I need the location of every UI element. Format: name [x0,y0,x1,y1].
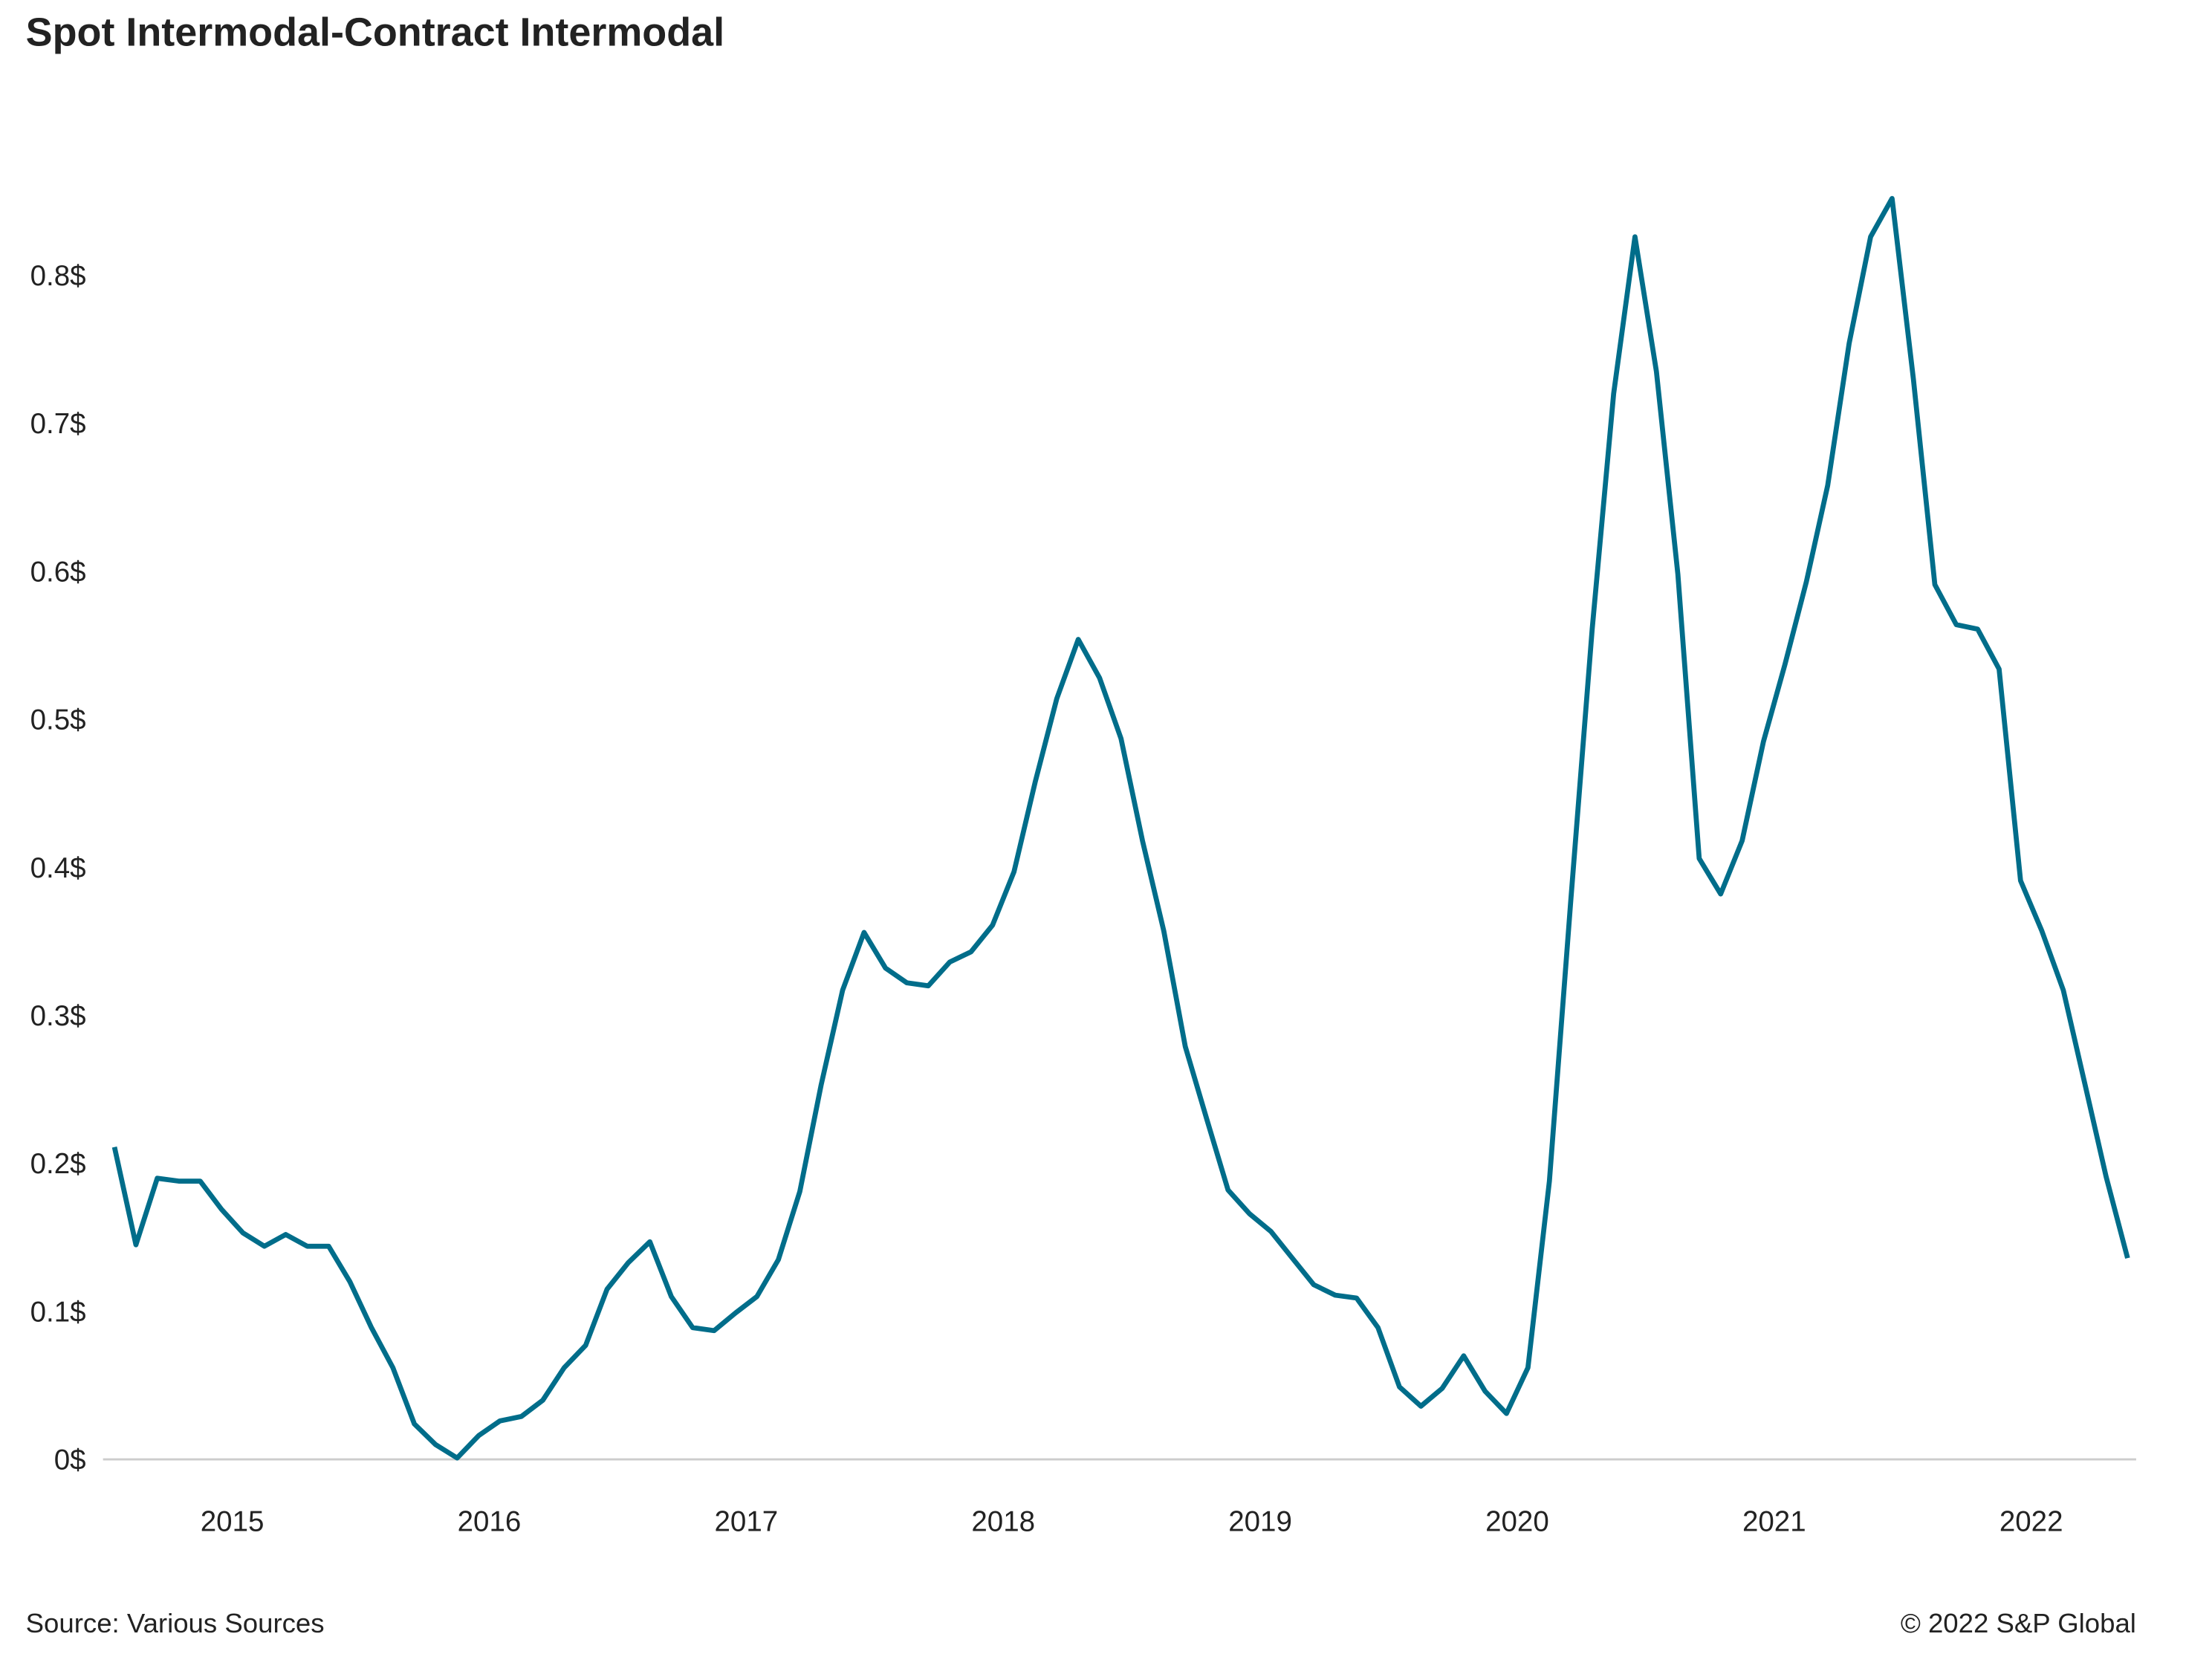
x-tick-label: 2022 [1999,1505,2063,1537]
y-tick-label: 0.8$ [30,260,86,292]
y-tick-label: 0.7$ [30,408,86,440]
x-tick-label: 2015 [201,1505,265,1537]
y-tick-label: 0.4$ [30,852,86,884]
x-tick-label: 2019 [1228,1505,1292,1537]
copyright: © 2022 S&P Global [1901,1608,2136,1638]
y-tick-label: 0.5$ [30,704,86,736]
y-tick-label: 0$ [54,1444,86,1476]
x-tick-label: 2021 [1742,1505,1806,1537]
y-tick-label: 0.2$ [30,1148,86,1180]
x-tick-label: 2017 [714,1505,778,1537]
series-line [111,195,2130,1461]
chart-title: Spot Intermodal-Contract Intermodal [26,10,724,55]
x-tick-label: 2020 [1485,1505,1549,1537]
y-tick-label: 0.6$ [30,556,86,588]
y-tick-label: 0.1$ [30,1296,86,1328]
x-tick-label: 2018 [971,1505,1035,1537]
x-tick-label: 2016 [458,1505,522,1537]
source-note: Source: Various Sources [26,1608,325,1638]
y-tick-label: 0.3$ [30,1000,86,1032]
